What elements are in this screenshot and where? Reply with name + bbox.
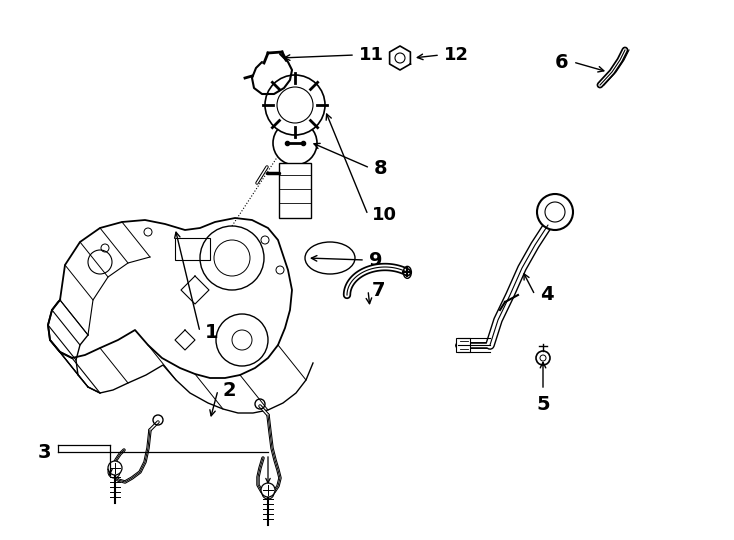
Bar xyxy=(175,238,210,260)
Circle shape xyxy=(537,194,573,230)
Text: 5: 5 xyxy=(537,395,550,414)
Circle shape xyxy=(265,75,325,135)
Text: 7: 7 xyxy=(372,280,385,300)
Circle shape xyxy=(536,351,550,365)
Circle shape xyxy=(273,121,317,165)
Text: 8: 8 xyxy=(374,159,388,178)
Polygon shape xyxy=(60,222,122,335)
Circle shape xyxy=(261,483,275,497)
Polygon shape xyxy=(60,328,313,413)
Text: 4: 4 xyxy=(540,286,553,305)
Polygon shape xyxy=(48,218,292,378)
Circle shape xyxy=(108,466,120,478)
Text: 11: 11 xyxy=(359,46,384,64)
Text: 2: 2 xyxy=(222,381,236,400)
Ellipse shape xyxy=(305,242,355,274)
Text: 3: 3 xyxy=(38,442,51,462)
Text: 10: 10 xyxy=(372,206,397,224)
Circle shape xyxy=(108,461,122,475)
Bar xyxy=(279,163,311,218)
Polygon shape xyxy=(48,300,100,393)
Text: 6: 6 xyxy=(554,52,568,71)
Circle shape xyxy=(262,487,274,499)
Text: 9: 9 xyxy=(369,251,382,269)
Text: 12: 12 xyxy=(444,46,469,64)
Bar xyxy=(456,338,470,352)
Text: 1: 1 xyxy=(205,322,219,341)
